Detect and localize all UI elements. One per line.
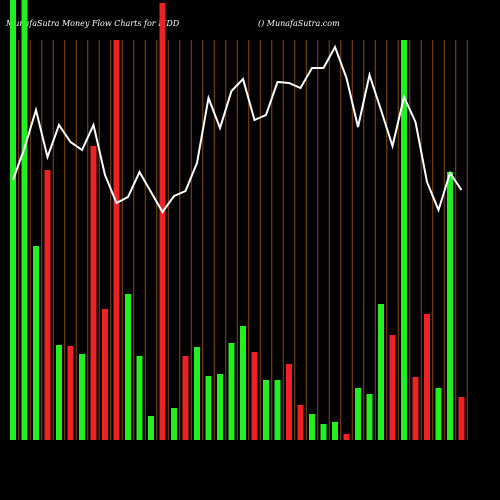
bar <box>263 380 269 440</box>
money-flow-line <box>12 44 463 214</box>
bar <box>10 0 16 440</box>
bar <box>33 246 39 440</box>
bar <box>148 416 154 440</box>
bar <box>274 380 281 440</box>
bar <box>79 354 85 440</box>
bar <box>447 172 453 440</box>
bar <box>125 294 131 440</box>
bar <box>424 314 430 440</box>
bar <box>435 388 442 440</box>
bar <box>136 356 143 440</box>
bar <box>251 352 258 440</box>
chart-subtitle: () MunafaSutra.com <box>258 19 340 28</box>
bar <box>205 376 212 440</box>
bar <box>343 434 350 440</box>
bar <box>217 374 223 440</box>
bar <box>458 397 465 440</box>
bar <box>102 309 108 440</box>
bar <box>366 394 373 440</box>
bar <box>90 146 97 440</box>
bar <box>228 343 235 440</box>
chart-title: MunafaSutra Money Flow Charts for MDD <box>5 19 180 28</box>
bar <box>389 335 396 440</box>
bar <box>320 424 327 440</box>
bar <box>297 405 304 440</box>
bar <box>401 40 407 440</box>
bar <box>56 345 62 440</box>
bar <box>159 3 166 440</box>
bar <box>44 170 51 440</box>
bar <box>67 346 74 440</box>
bar <box>240 326 246 440</box>
bar <box>378 304 384 440</box>
bar <box>309 414 315 440</box>
bar <box>194 347 200 440</box>
bar <box>286 364 292 440</box>
bar <box>355 388 361 440</box>
bar <box>113 40 120 440</box>
bar <box>182 356 189 440</box>
bar <box>332 422 338 440</box>
bar <box>171 408 177 440</box>
bar <box>21 0 28 440</box>
bar <box>412 377 419 440</box>
